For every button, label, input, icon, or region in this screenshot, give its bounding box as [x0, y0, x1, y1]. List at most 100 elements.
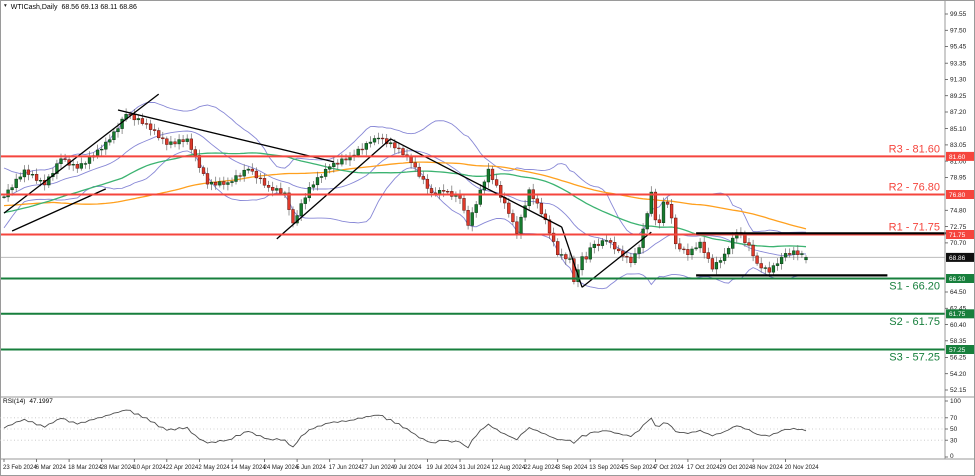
- price-tick-label: 52.15: [950, 387, 967, 394]
- rsi-tick-label: 30: [950, 437, 958, 444]
- candle-body: [104, 141, 108, 150]
- price-tick-label: 74.80: [950, 208, 967, 215]
- candle-body: [665, 201, 670, 205]
- candle-body: [698, 241, 702, 249]
- date-label: 29 Oct 2024: [720, 465, 753, 471]
- axis-price-badge-text: 61.75: [949, 311, 966, 318]
- candle-body: [201, 167, 206, 174]
- date-label: 24 May 2024: [264, 465, 299, 471]
- candle-body: [10, 187, 14, 191]
- candle-body: [307, 187, 311, 199]
- trendline[interactable]: [11, 188, 107, 232]
- candle-body: [678, 243, 682, 250]
- candle-body: [486, 168, 491, 183]
- candle-body: [726, 248, 731, 255]
- axis-price-badge-text: 71.75: [949, 232, 966, 239]
- candle-body: [372, 138, 377, 143]
- bollinger-lower-band[interactable]: [3, 150, 807, 290]
- candle-body: [669, 204, 674, 219]
- price-tick-label: 78.95: [950, 175, 967, 182]
- candle-body: [157, 130, 161, 139]
- candle-body: [470, 212, 474, 226]
- candle-body: [185, 138, 189, 142]
- date-label: 27 Jun 2024: [361, 465, 395, 471]
- price-tick-label: 83.05: [950, 142, 967, 149]
- candle-body: [287, 192, 291, 210]
- candle-body: [771, 265, 776, 273]
- candle-body: [87, 156, 92, 164]
- candle-body: [596, 243, 601, 246]
- sma-fast-line[interactable]: [3, 152, 807, 248]
- candle-body: [755, 255, 759, 264]
- candle-body: [328, 166, 332, 170]
- candle-body: [507, 202, 511, 214]
- current-price-badge: [946, 252, 974, 262]
- candle-body: [413, 162, 417, 168]
- candle-body: [311, 184, 316, 188]
- candle-body: [519, 216, 523, 234]
- trendline[interactable]: [390, 138, 562, 228]
- candle-body: [112, 131, 116, 140]
- candle-body: [161, 137, 165, 140]
- trendline[interactable]: [276, 138, 392, 240]
- bollinger-upper-band[interactable]: [3, 101, 807, 236]
- candle-body: [446, 191, 450, 193]
- candle-body: [779, 256, 784, 264]
- candle-body: [718, 260, 723, 263]
- candle-body: [177, 139, 181, 145]
- symbol-dropdown-icon[interactable]: ▾: [4, 3, 7, 10]
- candle-body: [291, 209, 295, 224]
- candle-body: [205, 173, 210, 185]
- candle-body: [279, 188, 283, 194]
- bollinger-middle-band[interactable]: [3, 130, 807, 257]
- rsi-tick-label: 100: [950, 398, 961, 405]
- candle-body: [588, 247, 592, 260]
- rsi-current-value: 47.1997: [29, 398, 53, 405]
- trendline[interactable]: [561, 226, 583, 288]
- candle-body: [262, 178, 267, 186]
- candle-body: [360, 148, 364, 151]
- sma-slow-line[interactable]: [3, 161, 807, 230]
- candle-body: [275, 188, 279, 191]
- candle-body: [83, 163, 88, 165]
- candle-body: [511, 213, 515, 223]
- candle-body: [165, 138, 169, 145]
- candle-body: [600, 240, 605, 246]
- candle-body: [556, 241, 560, 255]
- date-label: 19 Jul 2024: [426, 465, 458, 471]
- date-label: 7 Oct 2024: [654, 465, 684, 471]
- candle-body: [323, 168, 328, 177]
- candle-body: [645, 213, 649, 230]
- candle-body: [429, 188, 434, 194]
- candle-body: [246, 168, 250, 171]
- candle-body: [682, 248, 686, 251]
- date-label: 3 Sep 2024: [557, 465, 588, 471]
- candle-body: [649, 191, 653, 214]
- candle-body: [218, 181, 222, 186]
- candle-body: [425, 178, 430, 189]
- candle-body: [140, 118, 145, 124]
- candle-body: [332, 162, 336, 167]
- date-label: 8 Nov 2024: [752, 465, 783, 471]
- candle-body: [568, 258, 572, 260]
- date-label: 6 Mar 2024: [36, 465, 67, 471]
- candle-body: [796, 250, 800, 255]
- chart-title: ▾ WTICash,Daily 68.56 69.13 68.11 68.86: [4, 2, 137, 12]
- trendline[interactable]: [117, 109, 334, 163]
- candle-body: [393, 142, 397, 149]
- candle-body: [458, 194, 462, 199]
- price-tick-label: 93.35: [950, 60, 967, 67]
- candle-body: [613, 242, 617, 250]
- candle-body: [743, 234, 747, 243]
- candle-body: [466, 210, 470, 226]
- sr-label: S3 - 57.25: [889, 352, 940, 364]
- candle-body: [417, 166, 421, 177]
- candle-body: [478, 189, 482, 205]
- candle-body: [254, 170, 259, 179]
- date-label: 17 Jun 2024: [329, 465, 363, 471]
- candle-body: [694, 247, 698, 250]
- sr-label: R1 - 71.75: [889, 222, 940, 234]
- axis-price-badge: [946, 190, 974, 199]
- rsi-tick-label: 70: [950, 415, 958, 422]
